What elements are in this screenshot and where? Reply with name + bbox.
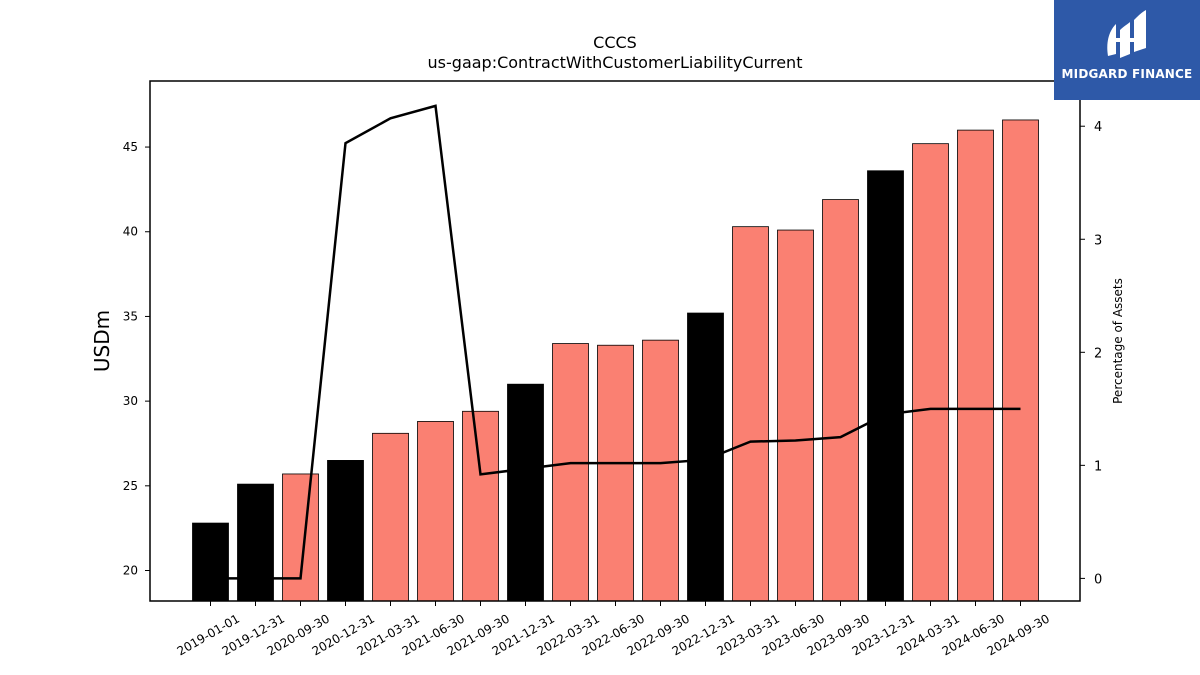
y-axis-left: 20 25 30 35 40 45 (123, 140, 150, 578)
bar (462, 410, 499, 602)
bar (597, 344, 634, 602)
y2-tick-label: 0 (1094, 572, 1102, 587)
chart-title: CCCS (593, 33, 637, 52)
y2-tick-label: 3 (1094, 233, 1102, 248)
bar (282, 473, 319, 602)
bar (687, 312, 724, 602)
y-tick-label: 45 (123, 140, 138, 154)
bar (1002, 119, 1039, 602)
bar (732, 226, 769, 602)
bar (867, 170, 904, 602)
y2-axis-label: Percentage of Assets (1111, 278, 1125, 404)
bar (417, 421, 454, 602)
y2-tick-label: 2 (1094, 346, 1102, 361)
bar (327, 460, 364, 602)
series-line (210, 104, 1021, 580)
y-tick-label: 30 (123, 394, 138, 408)
chart-subtitle: us-gaap:ContractWithCustomerLiabilityCur… (428, 53, 803, 72)
bar (237, 483, 274, 602)
logo-text: MIDGARD FINANCE (1061, 67, 1193, 81)
y2-tick-label: 4 (1094, 120, 1102, 135)
y-tick-label: 35 (123, 309, 138, 323)
logo: MIDGARD FINANCE (1054, 0, 1200, 100)
bar (912, 143, 949, 602)
y-tick-label: 25 (123, 479, 138, 493)
x-axis: 2019-01-012019-12-312020-09-302020-12-31… (175, 601, 1052, 658)
bar (192, 522, 229, 602)
bar-group (192, 119, 1039, 602)
bar (957, 129, 994, 602)
y-axis-right: 0 1 2 3 4 (1080, 120, 1102, 587)
bar (822, 199, 859, 602)
y2-tick-label: 1 (1094, 459, 1102, 474)
bar (507, 383, 544, 602)
y-tick-label: 20 (123, 564, 138, 578)
bar (642, 339, 679, 602)
line-layer (210, 104, 1021, 580)
bar (372, 432, 409, 602)
midgard-logo-icon (1107, 10, 1146, 58)
bar (552, 343, 589, 602)
y-axis-label: USDm (90, 310, 114, 372)
bar (777, 229, 814, 602)
y-tick-label: 40 (123, 225, 138, 239)
